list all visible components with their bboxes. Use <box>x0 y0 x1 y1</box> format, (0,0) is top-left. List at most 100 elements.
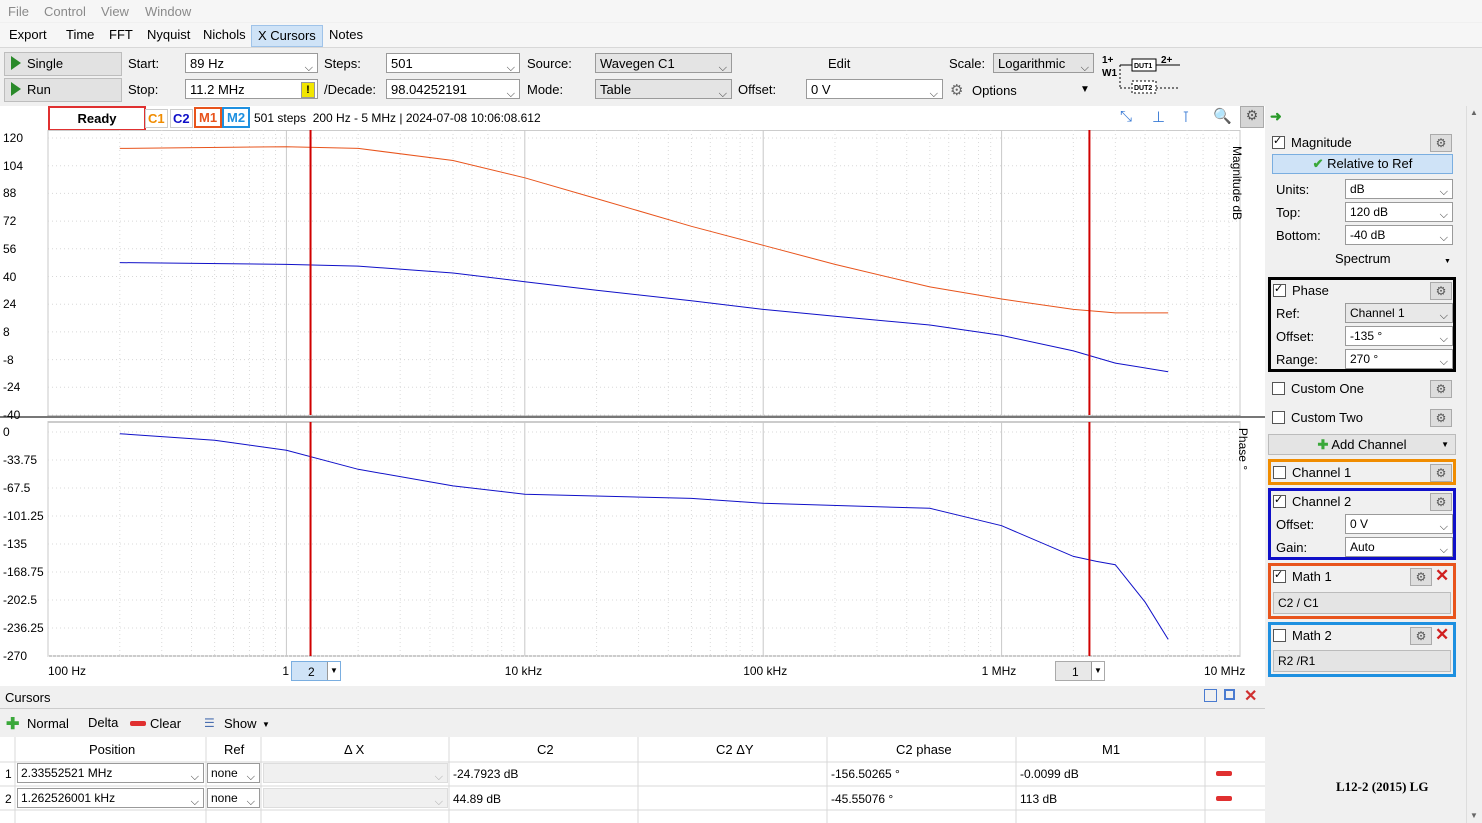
stop-value: 11.2 MHz <box>190 82 245 97</box>
channel-2-gain-select[interactable]: Auto ⌵ <box>1345 537 1453 557</box>
math-1-toggle[interactable]: Math 1 <box>1273 568 1332 584</box>
phase-gear-icon[interactable]: ⚙ <box>1430 282 1452 300</box>
phase-ref-select[interactable]: Channel 1 ⌵ <box>1345 303 1453 323</box>
single-button[interactable]: Single <box>4 52 122 76</box>
checkbox-checked-icon <box>1273 493 1286 508</box>
row-2-ref-select[interactable]: none ⌵ <box>207 788 260 808</box>
channel-2-offset-input[interactable]: 0 V ⌵ <box>1345 514 1453 534</box>
math-m1-toggle[interactable]: M1 <box>194 107 223 128</box>
menu-control[interactable]: Control <box>44 4 86 19</box>
tab-x-cursors[interactable]: X Cursors <box>251 25 323 47</box>
relative-to-ref-button[interactable]: ✔ Relative to Ref <box>1272 154 1453 174</box>
chevron-down-icon: ⌵ <box>190 796 199 808</box>
row-2-remove-icon[interactable] <box>1216 796 1232 801</box>
tab-time[interactable]: Time <box>66 27 95 42</box>
spectrum-button[interactable]: Spectrum <box>1335 251 1391 266</box>
row-1-delta-x-select[interactable]: ⌵ <box>263 763 448 783</box>
math-m2-toggle[interactable]: M2 <box>222 107 251 128</box>
restore-icon[interactable] <box>1204 689 1217 702</box>
math-2-delete-icon[interactable]: ✕ <box>1435 625 1450 644</box>
menu-view[interactable]: View <box>101 4 129 19</box>
scroll-down-icon[interactable]: ▼ <box>1470 811 1478 820</box>
maximize-icon[interactable] <box>1224 689 1235 700</box>
tab-fft[interactable]: FFT <box>109 27 133 42</box>
steps-input[interactable]: 501 ⌵ <box>386 53 520 74</box>
source-select[interactable]: Wavegen C1 ⌵ <box>595 53 732 74</box>
close-icon[interactable]: ✕ <box>1244 688 1258 705</box>
math-2-toggle[interactable]: Math 2 <box>1273 628 1332 643</box>
row-2-position-input[interactable]: 1.262526001 kHz ⌵ <box>17 788 204 808</box>
arrow-right-icon[interactable]: ➜ <box>1270 108 1282 124</box>
top-input[interactable]: 120 dB ⌵ <box>1345 202 1453 222</box>
tab-nyquist[interactable]: Nyquist <box>147 27 191 42</box>
offset-input[interactable]: 0 V ⌵ <box>806 79 943 100</box>
magnitude-toggle[interactable]: Magnitude <box>1272 134 1352 150</box>
delta-button[interactable]: Delta <box>88 715 119 730</box>
play-icon <box>11 82 21 96</box>
col-delta-x: Δ X <box>344 742 365 757</box>
phase-range-input[interactable]: 270 ° ⌵ <box>1345 349 1453 369</box>
math-2-gear-icon[interactable]: ⚙ <box>1410 627 1432 645</box>
custom-one-panel: Custom One ⚙ <box>1268 378 1456 400</box>
zoom-icon[interactable]: 🔍 <box>1213 108 1232 125</box>
chevron-down-icon: ⌵ <box>434 796 443 808</box>
math-1-delete-icon[interactable]: ✕ <box>1435 566 1450 585</box>
menu-file[interactable]: File <box>8 4 29 19</box>
start-input[interactable]: 89 Hz ⌵ <box>185 53 318 74</box>
menu-window[interactable]: Window <box>145 4 192 19</box>
options-button[interactable]: Options <box>972 83 1017 98</box>
row-1-position-input[interactable]: 2.33552521 MHz ⌵ <box>17 763 204 783</box>
sidebar-scrollbar[interactable]: ▲ ▼ <box>1466 106 1482 823</box>
mode-select[interactable]: Table ⌵ <box>595 79 732 100</box>
chevron-down-icon[interactable]: ▼ <box>327 662 340 680</box>
channel-c2-toggle[interactable]: C2 <box>170 109 193 128</box>
custom-two-gear-icon[interactable]: ⚙ <box>1430 409 1452 427</box>
custom-one-gear-icon[interactable]: ⚙ <box>1430 380 1452 398</box>
units-select[interactable]: dB ⌵ <box>1345 179 1453 199</box>
math-2-label: Math 2 <box>1292 628 1332 643</box>
chevron-down-icon[interactable]: ▼ <box>262 720 270 729</box>
stop-input[interactable]: 11.2 MHz! <box>185 79 318 99</box>
custom-two-toggle[interactable]: Custom Two <box>1272 410 1363 425</box>
clear-button[interactable]: Clear <box>150 716 182 731</box>
row-1-ref-select[interactable]: none ⌵ <box>207 763 260 783</box>
horizontal-cursor-icon[interactable]: ⊥ <box>1152 109 1166 126</box>
math-1-expression[interactable]: C2 / C1 <box>1273 592 1451 614</box>
edit-button[interactable]: Edit <box>828 56 851 71</box>
vertical-cursor-icon[interactable]: ⊺ <box>1182 109 1190 126</box>
options-dropdown-icon[interactable]: ▼ <box>1080 84 1090 95</box>
per-decade-input[interactable]: 98.04252191 ⌵ <box>386 79 520 100</box>
add-channel-button[interactable]: ✚ Add Channel ▼ <box>1268 434 1456 455</box>
cursor-1-marker[interactable]: 1 ▼ <box>1055 661 1105 681</box>
bode-plot[interactable] <box>0 130 1265 686</box>
row-2-delta-x-select[interactable]: ⌵ <box>263 788 448 808</box>
channel-2-toggle[interactable]: Channel 2 <box>1273 493 1351 509</box>
math-1-gear-icon[interactable]: ⚙ <box>1410 568 1432 586</box>
row-1-remove-icon[interactable] <box>1216 771 1232 776</box>
scale-select[interactable]: Logarithmic ⌵ <box>993 53 1094 74</box>
phase-toggle[interactable]: Phase <box>1273 282 1329 298</box>
chevron-down-icon[interactable]: ▼ <box>1444 258 1451 265</box>
tab-notes[interactable]: Notes <box>329 27 363 42</box>
phase-offset-input[interactable]: -135 ° ⌵ <box>1345 326 1453 346</box>
cursor-tool-icon[interactable]: ⤡ <box>1120 108 1133 125</box>
plot-settings-gear-icon[interactable]: ⚙ <box>1240 106 1264 128</box>
show-button[interactable]: Show <box>224 716 257 731</box>
run-button[interactable]: Run <box>4 78 122 102</box>
bottom-input[interactable]: -40 dB ⌵ <box>1345 225 1453 245</box>
normal-button[interactable]: Normal <box>27 716 69 731</box>
tab-export[interactable]: Export <box>9 27 47 42</box>
scroll-up-icon[interactable]: ▲ <box>1470 108 1478 117</box>
math-2-expression[interactable]: R2 /R1 <box>1273 650 1451 672</box>
custom-one-toggle[interactable]: Custom One <box>1272 381 1364 396</box>
channel-c1-toggle[interactable]: C1 <box>145 109 168 128</box>
device-footer-label: L12-2 (2015) LG <box>1336 779 1429 794</box>
channel-1-gear-icon[interactable]: ⚙ <box>1430 464 1452 482</box>
tab-nichols[interactable]: Nichols <box>203 27 246 42</box>
channel-2-gear-icon[interactable]: ⚙ <box>1430 493 1452 511</box>
add-channel-label: Add Channel <box>1331 437 1407 452</box>
chevron-down-icon[interactable]: ▼ <box>1091 662 1104 680</box>
magnitude-gear-icon[interactable]: ⚙ <box>1430 134 1452 152</box>
cursor-2-marker[interactable]: 2 ▼ <box>291 661 341 681</box>
channel-1-toggle[interactable]: Channel 1 <box>1273 465 1351 480</box>
